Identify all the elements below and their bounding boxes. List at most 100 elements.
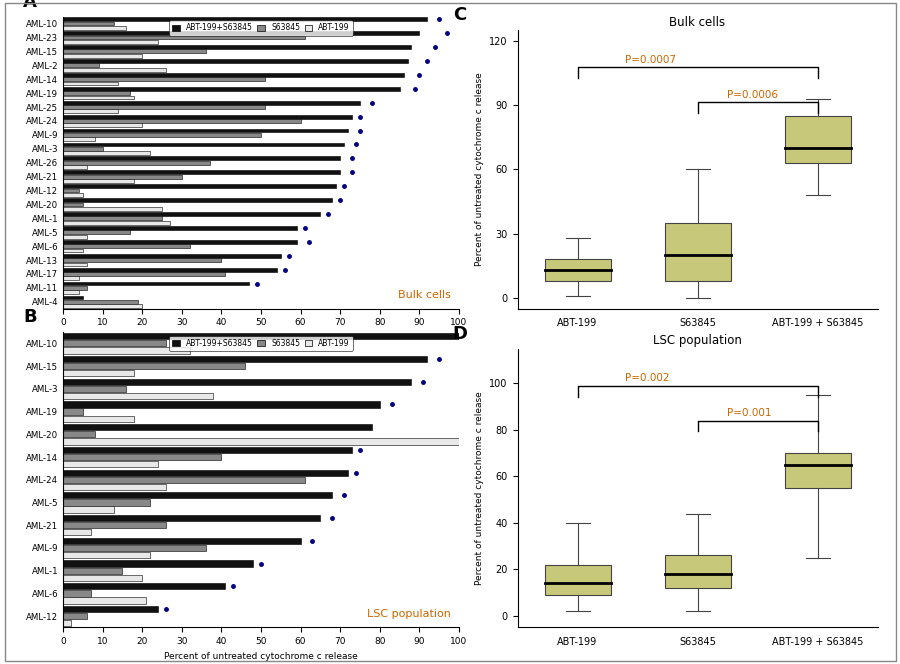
Bar <box>785 453 850 488</box>
Bar <box>63 268 277 272</box>
Bar <box>63 220 170 224</box>
Bar <box>63 469 348 476</box>
Text: D: D <box>453 325 468 343</box>
Bar <box>63 258 221 262</box>
Bar <box>63 115 352 118</box>
Bar <box>63 157 340 160</box>
Bar <box>63 393 213 399</box>
Bar <box>63 272 225 276</box>
Text: P=0.0007: P=0.0007 <box>626 54 677 64</box>
Bar <box>63 189 79 193</box>
Bar <box>63 230 130 234</box>
Bar <box>63 45 411 49</box>
Bar <box>63 461 158 467</box>
Bar <box>63 620 71 626</box>
Text: B: B <box>23 308 37 326</box>
Bar <box>63 378 411 385</box>
Bar <box>63 515 320 521</box>
Bar <box>63 59 408 63</box>
Bar <box>63 161 210 165</box>
Bar <box>63 207 162 210</box>
Bar <box>63 91 130 95</box>
Bar <box>63 401 380 408</box>
Bar <box>664 223 731 281</box>
Bar <box>63 613 86 620</box>
Y-axis label: Percent of untreated cytochrome c release: Percent of untreated cytochrome c releas… <box>475 391 484 585</box>
Bar <box>63 226 297 230</box>
Bar <box>63 193 83 197</box>
Bar <box>63 295 83 299</box>
Bar <box>63 234 86 238</box>
Bar <box>63 416 134 422</box>
Bar <box>63 40 158 44</box>
Bar <box>63 179 134 183</box>
Bar <box>63 26 126 30</box>
Text: C: C <box>453 6 466 25</box>
Bar <box>63 129 348 132</box>
Bar <box>63 175 182 179</box>
Bar <box>63 54 142 58</box>
Bar <box>63 124 142 127</box>
Bar <box>63 171 340 174</box>
Bar <box>63 105 265 109</box>
Bar <box>63 340 166 347</box>
Bar <box>63 77 265 81</box>
Bar <box>63 203 83 207</box>
Bar <box>63 49 205 53</box>
Bar <box>63 522 166 529</box>
Bar <box>63 147 103 151</box>
Bar <box>63 119 301 123</box>
Bar <box>63 17 428 21</box>
Bar <box>63 507 114 513</box>
Bar <box>544 564 610 595</box>
Bar <box>63 254 281 258</box>
Text: LSC population: LSC population <box>367 609 451 619</box>
Bar <box>63 477 304 483</box>
Bar <box>63 447 352 453</box>
Bar <box>63 431 94 438</box>
Bar <box>63 333 459 339</box>
Bar <box>63 300 139 303</box>
X-axis label: Percent of untreated cytochrome c release: Percent of untreated cytochrome c releas… <box>164 333 358 342</box>
Text: A: A <box>23 0 37 11</box>
Bar <box>63 68 166 72</box>
Bar <box>63 282 249 286</box>
Bar <box>63 143 344 146</box>
Bar <box>63 286 86 290</box>
Bar <box>63 151 150 155</box>
Bar <box>63 244 190 248</box>
Bar <box>63 96 134 100</box>
X-axis label: Percent of untreated cytochrome c release: Percent of untreated cytochrome c releas… <box>164 652 358 661</box>
Bar <box>63 598 146 604</box>
Bar <box>63 492 332 499</box>
Bar <box>63 356 428 362</box>
Bar <box>63 73 403 77</box>
Bar <box>63 499 150 505</box>
Bar <box>63 386 126 392</box>
Bar <box>63 438 459 444</box>
Bar <box>63 82 119 86</box>
Bar <box>63 240 297 244</box>
Bar <box>63 304 142 308</box>
Bar <box>785 116 850 163</box>
Bar <box>63 198 332 202</box>
Bar <box>63 184 337 188</box>
Bar <box>63 87 400 91</box>
Bar <box>63 544 205 551</box>
Text: P=0.0006: P=0.0006 <box>727 90 778 100</box>
Bar <box>63 63 99 67</box>
Bar <box>63 370 134 376</box>
Bar <box>63 101 360 105</box>
Bar <box>664 555 731 588</box>
Bar <box>63 31 419 35</box>
Bar <box>63 606 158 612</box>
Legend: ABT-199+S63845, S63845, ABT-199: ABT-199+S63845, S63845, ABT-199 <box>169 21 353 36</box>
Bar <box>63 212 320 216</box>
Y-axis label: Percent of untreated cytochrome c release: Percent of untreated cytochrome c releas… <box>474 72 483 266</box>
Bar <box>63 276 79 280</box>
Bar <box>63 408 83 415</box>
Bar <box>63 552 150 558</box>
Bar <box>63 36 304 39</box>
Bar <box>63 262 86 266</box>
Bar <box>63 574 142 581</box>
